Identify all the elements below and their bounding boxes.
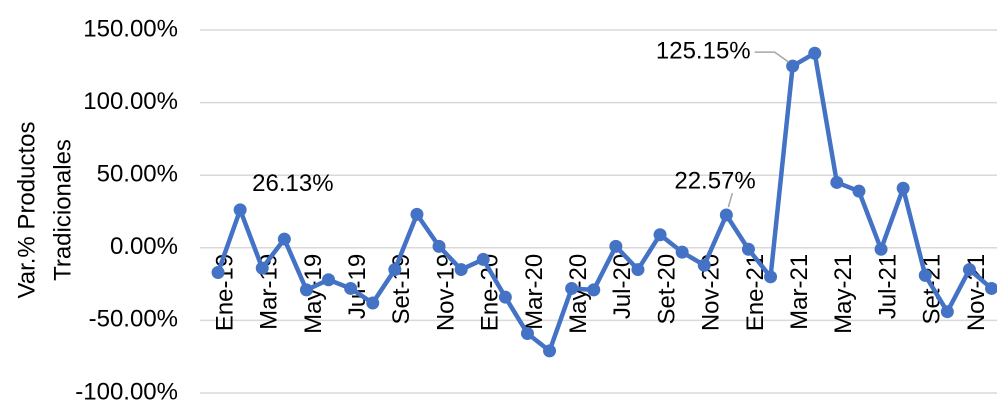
data-point (410, 207, 424, 221)
data-point (985, 281, 997, 295)
data-point (874, 242, 888, 256)
y-axis-label: Tradicionales (49, 139, 76, 281)
y-tick-label: 150.00% (83, 15, 178, 42)
data-point (587, 283, 601, 297)
data-point (808, 46, 822, 60)
data-point (631, 263, 645, 277)
data-point (719, 208, 733, 222)
data-label: 26.13% (252, 170, 333, 197)
data-point (896, 181, 910, 195)
data-point (476, 252, 490, 266)
data-point (675, 245, 689, 259)
data-point (366, 296, 380, 310)
data-label: 125.15% (656, 37, 751, 64)
x-tick-label: Ene-21 (742, 254, 769, 331)
data-point (255, 261, 269, 275)
data-point (344, 281, 358, 295)
data-point (609, 239, 623, 253)
data-point (211, 265, 225, 279)
data-point (277, 232, 291, 246)
data-point (299, 283, 313, 297)
x-tick-label: May-21 (830, 254, 857, 334)
data-point (764, 270, 778, 284)
data-point (454, 263, 468, 277)
y-tick-label: 100.00% (83, 88, 178, 115)
x-tick-label: Jul-21 (874, 254, 901, 319)
data-point (388, 263, 402, 277)
data-point (432, 239, 446, 253)
data-label: 22.57% (674, 167, 755, 194)
data-point (498, 290, 512, 304)
leader-line (754, 51, 790, 63)
data-point (565, 281, 579, 295)
y-tick-label: -50.00% (89, 306, 178, 333)
leader-line (727, 192, 734, 208)
x-tick-label: Mar-20 (521, 254, 548, 330)
y-tick-label: -100.00% (75, 378, 178, 405)
x-tick-label: Ene-19 (211, 254, 238, 331)
data-point (653, 228, 667, 242)
data-point (520, 326, 534, 340)
x-tick-label: Mar-21 (786, 254, 813, 330)
y-axis-label: Var.% Productos (13, 122, 40, 299)
data-point (852, 184, 866, 198)
x-tick-label: Ene-20 (477, 254, 504, 331)
data-point (322, 273, 336, 287)
data-point (940, 305, 954, 319)
data-point (830, 175, 844, 189)
x-tick-label: Set-20 (653, 254, 680, 325)
data-point (786, 59, 800, 73)
data-point (918, 268, 932, 282)
y-tick-label: 0.00% (110, 233, 178, 260)
data-point (741, 242, 755, 256)
data-point (233, 203, 247, 217)
data-point (697, 258, 711, 272)
x-tick-label: Nov-19 (432, 254, 459, 331)
data-point (962, 263, 976, 277)
data-point (543, 344, 557, 358)
y-tick-label: 50.00% (97, 161, 178, 188)
